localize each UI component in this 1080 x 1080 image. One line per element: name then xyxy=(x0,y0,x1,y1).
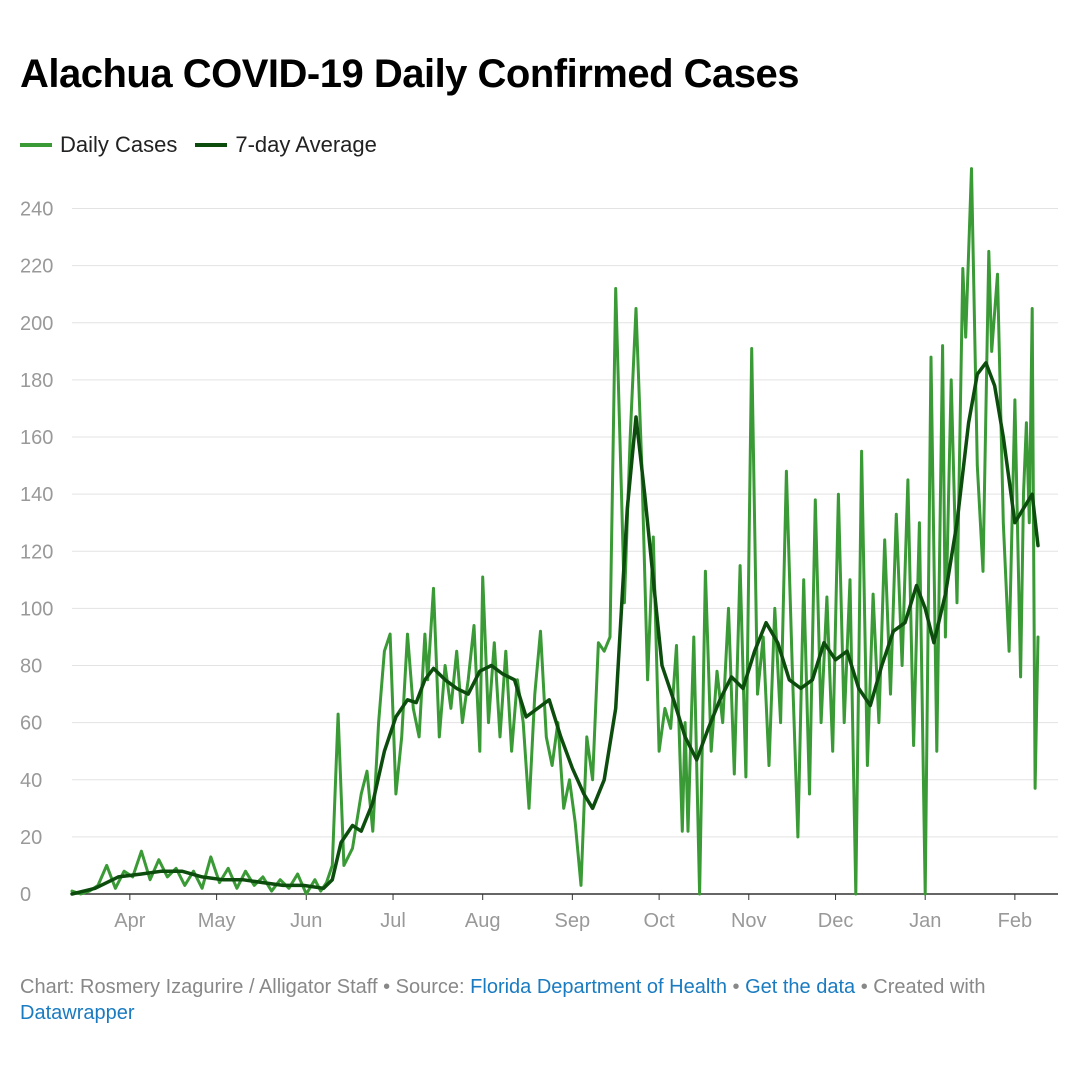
legend-item-daily-cases: Daily Cases xyxy=(20,132,177,158)
x-tick-label-apr: Apr xyxy=(114,910,145,932)
y-tick-label-120: 120 xyxy=(20,541,53,563)
y-tick-label-100: 100 xyxy=(20,598,53,620)
source-link[interactable]: Florida Department of Health xyxy=(470,976,727,998)
x-tick-label-aug: Aug xyxy=(465,910,501,932)
footer-credits: Chart: Rosmery Izagurire / Alligator Sta… xyxy=(20,974,1030,1026)
x-tick-label-may: May xyxy=(198,910,236,932)
y-tick-label-0: 0 xyxy=(20,884,31,906)
x-tick-label-oct: Oct xyxy=(644,910,676,932)
legend-label-daily-cases: Daily Cases xyxy=(60,132,178,157)
series-line-daily-cases xyxy=(70,167,1040,896)
y-tick-label-240: 240 xyxy=(20,199,53,221)
x-axis-tick-labels: Apr May Jun Jul Aug Sep Oct Nov Dec Jan Feb xyxy=(114,894,1032,932)
footer-created-text: • Created with xyxy=(855,976,986,998)
x-tick-label-jan: Jan xyxy=(909,910,941,932)
series-line-7-day-average xyxy=(70,361,1040,896)
y-tick-label-200: 200 xyxy=(20,313,53,335)
y-tick-label-180: 180 xyxy=(20,370,53,392)
legend-swatch-7-day-average xyxy=(195,143,228,147)
x-tick-label-sep: Sep xyxy=(555,910,591,932)
footer-separator: • xyxy=(726,976,746,998)
legend-label-7-day-average: 7-day Average xyxy=(235,132,377,157)
x-tick-label-nov: Nov xyxy=(731,910,767,932)
y-tick-label-20: 20 xyxy=(20,827,42,849)
y-tick-label-40: 40 xyxy=(20,770,42,792)
x-tick-label-dec: Dec xyxy=(818,910,854,932)
get-the-data-link[interactable]: Get the data xyxy=(745,976,856,998)
x-tick-label-feb: Feb xyxy=(998,910,1032,932)
y-tick-label-220: 220 xyxy=(20,256,53,278)
footer-credit-text: Chart: Rosmery Izagurire / Alligator Sta… xyxy=(20,976,471,998)
y-tick-label-140: 140 xyxy=(20,484,53,506)
legend: Daily Cases 7-day Average xyxy=(20,132,395,158)
x-tick-label-jun: Jun xyxy=(290,910,322,932)
y-axis-tick-labels: 0 20 40 60 80 100 120 140 160 180 200 220 240 xyxy=(20,199,53,906)
datawrapper-link[interactable]: Datawrapper xyxy=(20,1002,135,1024)
x-tick-label-jul: Jul xyxy=(380,910,406,932)
y-tick-label-160: 160 xyxy=(20,427,53,449)
chart-plot: 0 20 40 60 80 100 120 140 160 180 200 220 240 Apr May… xyxy=(20,167,1058,932)
y-tick-label-60: 60 xyxy=(20,713,42,735)
legend-item-7-day-average: 7-day Average xyxy=(195,132,377,158)
series-lines xyxy=(70,167,1040,896)
chart-title: Alachua COVID-19 Daily Confirmed Cases xyxy=(20,52,800,96)
legend-swatch-daily-cases xyxy=(20,143,52,147)
gridlines xyxy=(72,208,1058,895)
y-tick-label-80: 80 xyxy=(20,656,42,678)
